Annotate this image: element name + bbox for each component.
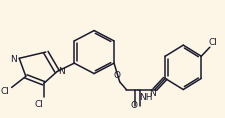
Text: N: N [58,67,65,76]
Text: Cl: Cl [34,100,43,109]
Text: O: O [113,71,120,80]
Text: Cl: Cl [1,87,10,96]
Text: NH: NH [139,93,153,102]
Text: O: O [130,101,137,110]
Text: N: N [11,55,17,63]
Text: Cl: Cl [208,38,217,47]
Text: N: N [149,89,156,98]
